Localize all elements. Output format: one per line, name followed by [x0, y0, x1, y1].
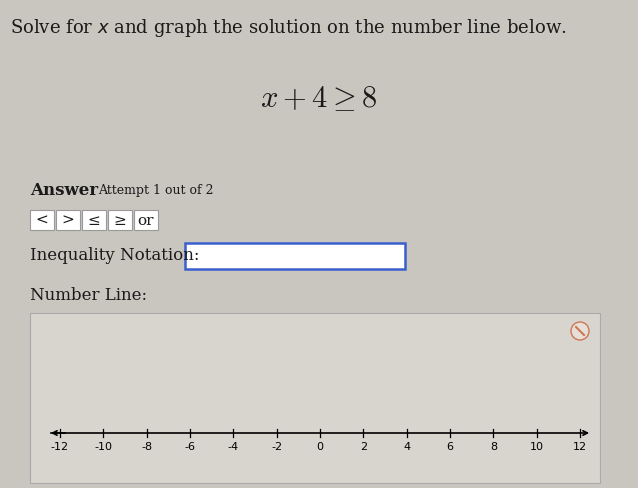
- FancyBboxPatch shape: [108, 210, 132, 230]
- Text: -12: -12: [51, 441, 69, 451]
- Text: 4: 4: [403, 441, 410, 451]
- Circle shape: [571, 323, 589, 340]
- Text: -4: -4: [228, 441, 239, 451]
- Text: 6: 6: [447, 441, 454, 451]
- Text: -6: -6: [184, 441, 195, 451]
- Text: $x+4\geq 8$: $x+4\geq 8$: [260, 83, 378, 114]
- Text: <: <: [36, 214, 48, 227]
- Text: 0: 0: [316, 441, 323, 451]
- Text: 12: 12: [573, 441, 587, 451]
- FancyBboxPatch shape: [185, 244, 405, 269]
- Text: Answer: Answer: [30, 182, 98, 199]
- Text: or: or: [138, 214, 154, 227]
- FancyBboxPatch shape: [30, 313, 600, 483]
- Text: -2: -2: [271, 441, 282, 451]
- Text: 8: 8: [490, 441, 497, 451]
- FancyBboxPatch shape: [56, 210, 80, 230]
- Text: Attempt 1 out of 2: Attempt 1 out of 2: [98, 184, 214, 197]
- Text: -8: -8: [141, 441, 152, 451]
- Text: 10: 10: [530, 441, 544, 451]
- Text: 2: 2: [360, 441, 367, 451]
- FancyBboxPatch shape: [82, 210, 106, 230]
- Text: Solve for $x$ and graph the solution on the number line below.: Solve for $x$ and graph the solution on …: [10, 17, 567, 39]
- Text: >: >: [62, 214, 75, 227]
- Text: -10: -10: [94, 441, 112, 451]
- Text: ≤: ≤: [87, 214, 100, 227]
- Text: ≥: ≥: [114, 214, 126, 227]
- FancyBboxPatch shape: [30, 210, 54, 230]
- Text: Inequality Notation:: Inequality Notation:: [30, 247, 200, 264]
- FancyBboxPatch shape: [134, 210, 158, 230]
- Text: Number Line:: Number Line:: [30, 287, 147, 304]
